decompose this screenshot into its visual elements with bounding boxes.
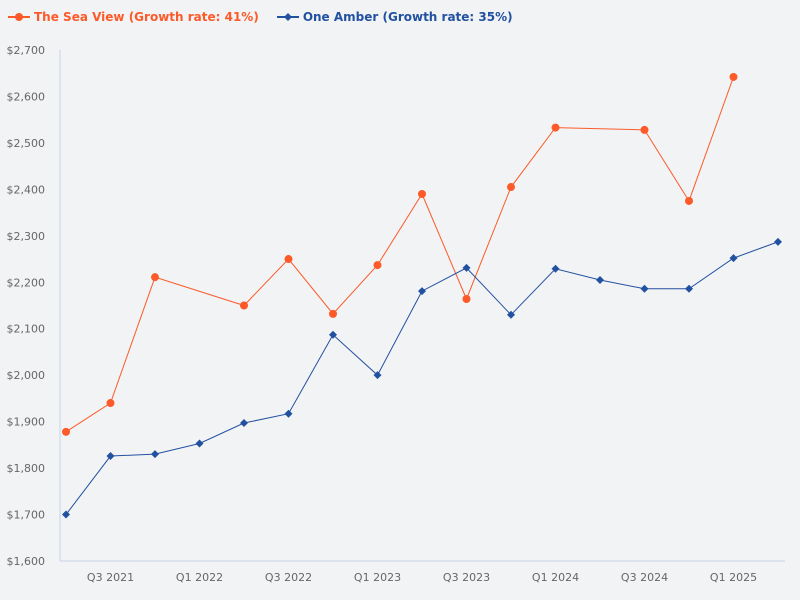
- y-tick-label: $1,700: [7, 509, 46, 522]
- y-tick-label: $1,600: [7, 555, 46, 568]
- data-point[interactable]: [62, 427, 70, 436]
- data-point[interactable]: [151, 273, 159, 282]
- data-point[interactable]: [62, 510, 70, 519]
- data-point[interactable]: [195, 439, 204, 448]
- data-point[interactable]: [151, 450, 159, 459]
- x-tick-label: Q3 2024: [621, 571, 668, 584]
- data-point[interactable]: [106, 452, 115, 461]
- series-1: [62, 237, 782, 519]
- legend: The Sea View (Growth rate: 41%) One Ambe…: [8, 10, 513, 24]
- data-point[interactable]: [284, 409, 293, 418]
- x-tick-label: Q3 2023: [443, 571, 490, 584]
- data-point[interactable]: [373, 371, 382, 380]
- data-point[interactable]: [774, 237, 782, 246]
- data-point[interactable]: [729, 72, 738, 81]
- y-tick-label: $1,800: [7, 462, 46, 475]
- y-tick-label: $2,700: [7, 44, 46, 57]
- x-tick-label: Q1 2024: [532, 571, 579, 584]
- data-point[interactable]: [373, 261, 382, 270]
- data-point[interactable]: [284, 255, 293, 264]
- circle-marker-icon: [8, 13, 30, 21]
- data-point[interactable]: [507, 310, 515, 319]
- y-tick-label: $2,000: [7, 369, 46, 382]
- data-point[interactable]: [106, 399, 115, 408]
- y-tick-label: $2,200: [7, 276, 46, 289]
- data-point[interactable]: [729, 254, 738, 263]
- data-point[interactable]: [596, 275, 604, 284]
- data-point[interactable]: [640, 284, 649, 293]
- x-tick-label: Q1 2023: [354, 571, 401, 584]
- data-point[interactable]: [685, 284, 693, 293]
- y-tick-label: $2,500: [7, 137, 46, 150]
- data-point[interactable]: [240, 419, 248, 428]
- data-point[interactable]: [462, 294, 471, 303]
- data-point[interactable]: [685, 196, 693, 205]
- data-point[interactable]: [329, 330, 337, 339]
- legend-label: The Sea View (Growth rate: 41%): [34, 10, 259, 24]
- diamond-marker-icon: [276, 13, 299, 21]
- legend-item-one-amber[interactable]: One Amber (Growth rate: 35%): [276, 10, 513, 24]
- data-point[interactable]: [551, 264, 560, 273]
- legend-label: One Amber (Growth rate: 35%): [302, 10, 513, 24]
- series-line: [65, 76, 734, 433]
- data-point[interactable]: [240, 301, 248, 310]
- x-tick-label: Q1 2025: [710, 571, 757, 584]
- y-tick-label: $2,300: [7, 230, 46, 243]
- y-tick-label: $2,600: [7, 90, 46, 103]
- data-point[interactable]: [462, 263, 471, 272]
- y-tick-label: $2,400: [7, 183, 46, 196]
- data-point[interactable]: [418, 287, 426, 296]
- data-point[interactable]: [418, 190, 426, 199]
- x-tick-label: Q1 2022: [176, 571, 223, 584]
- data-point[interactable]: [640, 125, 649, 134]
- y-tick-label: $2,100: [7, 323, 46, 336]
- x-tick-label: Q3 2022: [265, 571, 312, 584]
- data-point[interactable]: [551, 123, 560, 132]
- x-tick-label: Q3 2021: [87, 571, 134, 584]
- legend-item-sea-view[interactable]: The Sea View (Growth rate: 41%): [8, 10, 259, 24]
- data-point[interactable]: [329, 309, 337, 318]
- series-0: [62, 72, 738, 436]
- data-point[interactable]: [507, 183, 515, 192]
- y-tick-label: $1,900: [7, 416, 46, 429]
